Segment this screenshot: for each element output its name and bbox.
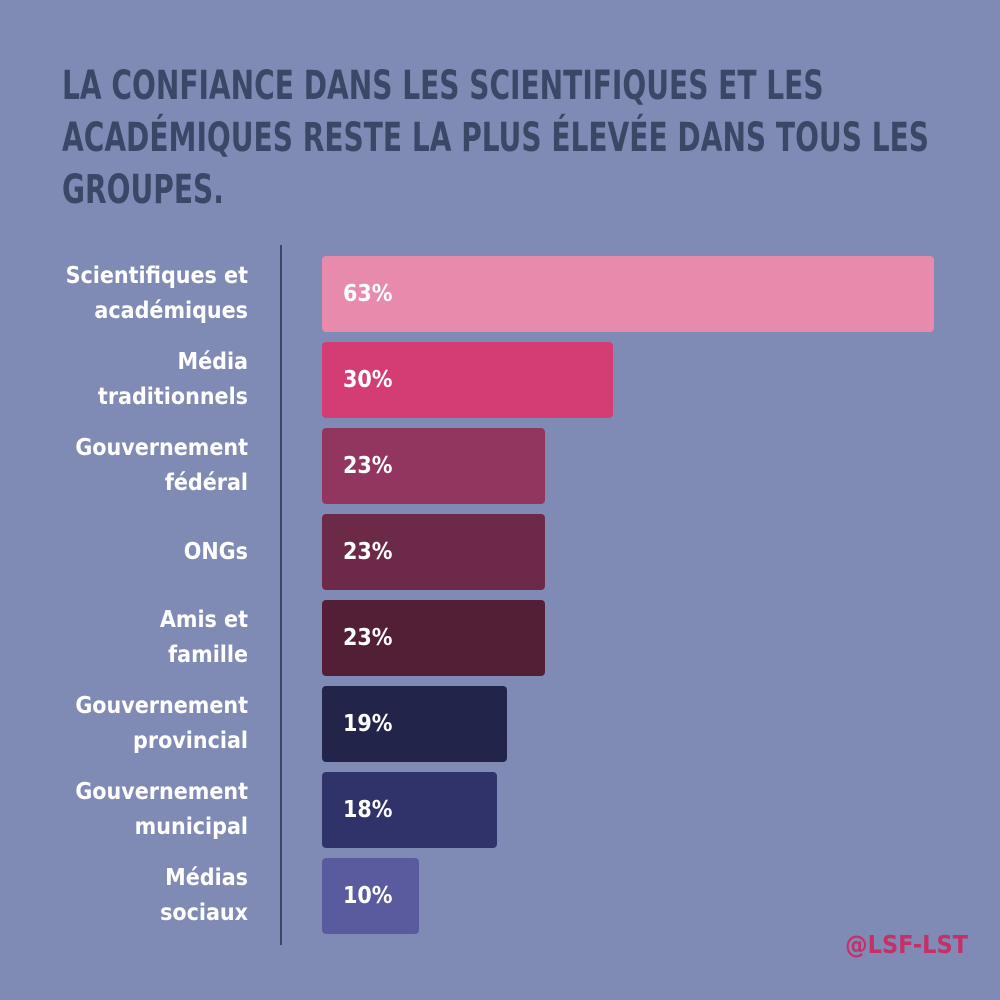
- bar-value-label: 23%: [343, 453, 393, 479]
- category-label: Gouvernement fédéral: [75, 435, 248, 496]
- bar-value-label: 18%: [343, 797, 393, 823]
- bar: 30%: [322, 342, 613, 418]
- bar-value-label: 23%: [343, 625, 393, 651]
- bar: 18%: [322, 772, 497, 848]
- bar: 19%: [322, 686, 507, 762]
- bar: 23%: [322, 600, 545, 676]
- category-label: ONGs: [183, 538, 248, 565]
- category-label: Média traditionnels: [97, 349, 248, 410]
- category-label: Gouvernement municipal: [75, 779, 248, 840]
- category-label: Gouvernement provincial: [75, 693, 248, 754]
- bar-value-label: 30%: [343, 367, 393, 393]
- bar-value-label: 19%: [343, 711, 393, 737]
- category-axis-line: [280, 245, 282, 945]
- bar-value-label: 63%: [343, 281, 393, 307]
- watermark-handle: @LSF-LST: [845, 930, 968, 959]
- category-label: Amis et famille: [159, 607, 248, 668]
- bar: 10%: [322, 858, 419, 934]
- bar: 23%: [322, 514, 545, 590]
- category-label: Scientifiques et académiques: [65, 263, 248, 324]
- chart-title: LA CONFIANCE DANS LES SCIENTIFIQUES ET L…: [62, 63, 929, 213]
- bar-value-label: 23%: [343, 539, 393, 565]
- bar: 63%: [322, 256, 934, 332]
- bar-value-label: 10%: [343, 883, 393, 909]
- bar: 23%: [322, 428, 545, 504]
- category-label: Médias sociaux: [160, 865, 248, 926]
